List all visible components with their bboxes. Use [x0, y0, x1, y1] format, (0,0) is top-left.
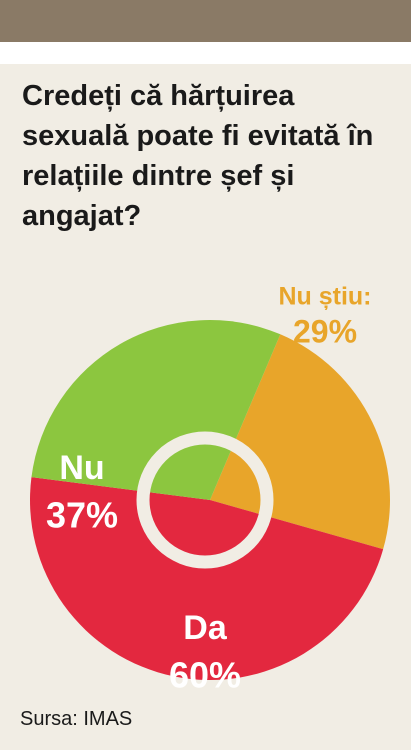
- pie-slice: [31, 319, 281, 500]
- value-label: 37%: [46, 495, 118, 536]
- pie-slice: [210, 334, 390, 550]
- center-ring: [136, 431, 274, 569]
- separator: [0, 42, 411, 64]
- top-bar: [0, 0, 411, 42]
- chart-title: Credeți că hărțuirea sexuală poate fi ev…: [22, 80, 374, 232]
- value-label: 60%: [169, 655, 241, 696]
- slice-label: Nu: [59, 449, 104, 487]
- slice-label: Da: [183, 609, 228, 647]
- source: Sursa: IMAS: [20, 708, 133, 730]
- value-label: 29%: [293, 313, 357, 349]
- slice-label: Nu știu:: [278, 283, 371, 311]
- pie-slice: [29, 477, 384, 681]
